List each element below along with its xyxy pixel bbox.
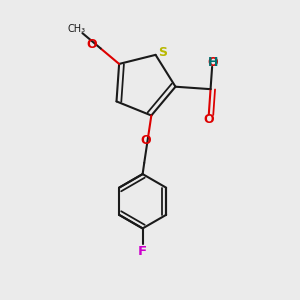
Text: CH₃: CH₃ bbox=[67, 24, 85, 34]
Text: O: O bbox=[207, 56, 218, 69]
Text: O: O bbox=[87, 38, 98, 50]
Text: O: O bbox=[140, 134, 151, 147]
Text: F: F bbox=[138, 245, 147, 258]
Text: S: S bbox=[158, 46, 167, 59]
Text: H: H bbox=[208, 56, 218, 69]
Text: O: O bbox=[203, 113, 214, 126]
